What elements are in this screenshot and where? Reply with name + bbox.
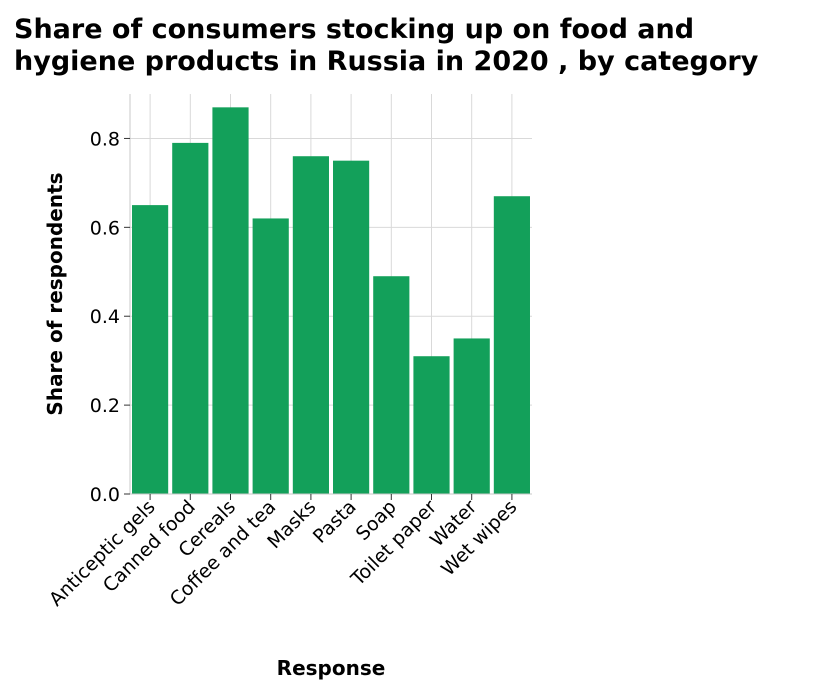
y-tick-label: 0.8 — [90, 128, 120, 150]
y-tick-label: 0.0 — [90, 484, 120, 506]
bar — [333, 160, 370, 494]
bar — [292, 156, 329, 494]
y-tick-label: 0.4 — [90, 306, 120, 328]
bar — [373, 276, 410, 494]
bar — [252, 218, 289, 494]
bars — [132, 107, 530, 494]
bar — [453, 338, 490, 494]
bar — [132, 205, 169, 494]
y-axis-ticks: 0.0 0.2 0.4 0.6 0.8 — [90, 128, 130, 506]
bar — [493, 196, 530, 494]
bar — [172, 142, 209, 494]
chart-title: Share of consumers stocking up on food a… — [14, 14, 759, 77]
bar — [212, 107, 249, 494]
x-axis-label: Response — [277, 656, 386, 680]
y-tick-label: 0.6 — [90, 217, 120, 239]
y-axis-label: Share of respondents — [43, 172, 67, 415]
y-tick-label: 0.2 — [90, 395, 120, 417]
bar — [413, 356, 450, 494]
x-tick-label: Pasta — [309, 496, 361, 548]
